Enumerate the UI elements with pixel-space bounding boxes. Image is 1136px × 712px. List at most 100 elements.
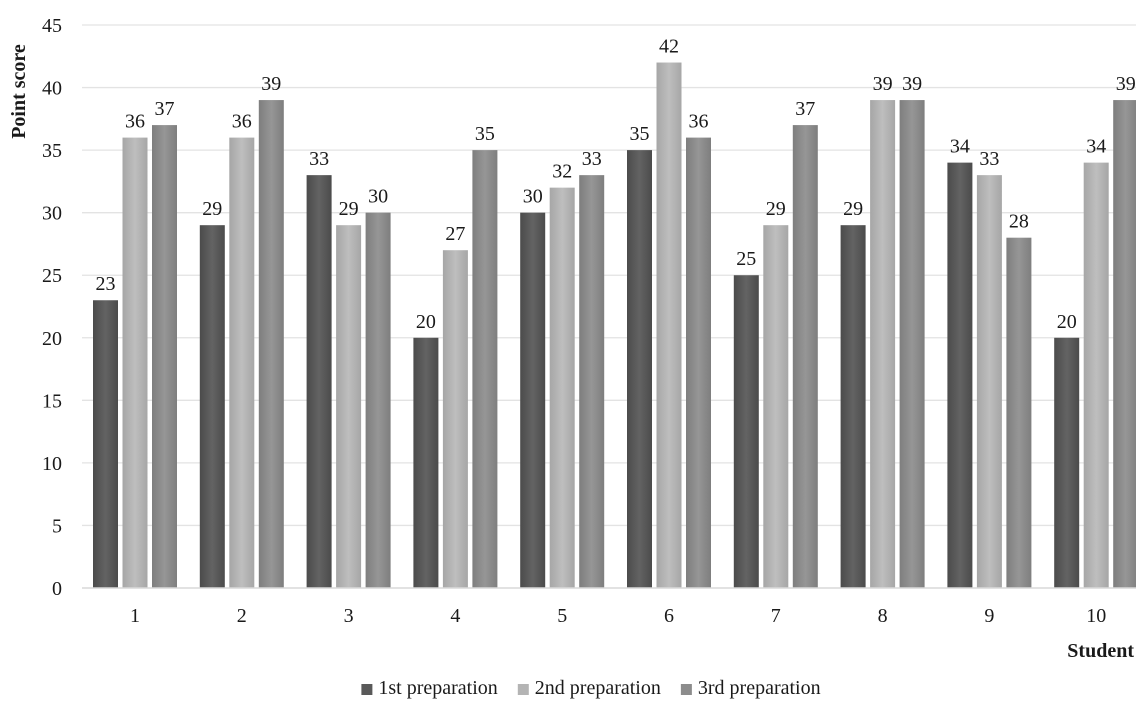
bar <box>122 137 148 588</box>
data-label: 30 <box>523 186 543 208</box>
data-label: 29 <box>202 198 222 220</box>
legend-swatch <box>517 684 529 695</box>
data-label: 39 <box>1116 73 1136 95</box>
legend-item: 3rd preparation <box>680 677 821 699</box>
bar <box>199 225 225 588</box>
y-axis-ticks: 0 5 10 15 20 25 30 35 40 45 <box>42 15 62 600</box>
data-label: 34 <box>1086 136 1106 158</box>
data-label: 29 <box>843 198 863 220</box>
bar <box>627 150 652 588</box>
bar <box>336 225 362 588</box>
x-tick-label: 6 <box>664 605 674 627</box>
bar <box>472 150 498 588</box>
bar <box>442 250 468 588</box>
bar <box>686 137 711 588</box>
x-tick-label: 8 <box>878 605 888 627</box>
legend-item: 1st preparation <box>361 677 498 699</box>
data-label: 30 <box>368 186 388 208</box>
data-label: 39 <box>261 73 281 95</box>
legend-label: 3rd preparation <box>698 677 821 699</box>
bar <box>579 175 605 588</box>
data-label: 37 <box>795 98 815 120</box>
bar <box>93 300 118 588</box>
bar <box>549 187 575 588</box>
bar <box>365 212 391 588</box>
data-label: 32 <box>552 161 572 183</box>
x-tick-label: 10 <box>1086 605 1106 627</box>
x-tick-label: 2 <box>237 605 247 627</box>
bar <box>656 62 682 589</box>
bar <box>947 162 973 588</box>
x-axis-title: Student <box>1067 640 1134 662</box>
x-tick-label: 9 <box>984 605 994 627</box>
y-tick-label: 5 <box>52 515 62 537</box>
bar <box>1054 337 1080 588</box>
y-tick-label: 10 <box>42 453 62 475</box>
y-tick-label: 25 <box>42 265 62 287</box>
y-tick-label: 40 <box>42 78 62 100</box>
data-label: 33 <box>309 148 329 170</box>
data-label: 33 <box>979 148 999 170</box>
gridlines <box>82 24 1136 527</box>
y-axis-title: Point score <box>8 44 30 139</box>
data-labels: 23 36 37 29 36 39 33 29 30 20 27 35 30 32 33 35 42 36 25 29… <box>96 36 1136 333</box>
legend-item: 2nd preparation <box>517 677 661 699</box>
bar <box>792 125 818 588</box>
bar <box>520 212 546 588</box>
data-label: 29 <box>766 198 786 220</box>
data-label: 20 <box>1057 311 1077 333</box>
data-label: 27 <box>445 223 465 245</box>
legend: 1st preparation 2nd preparation 3rd prepar… <box>361 677 821 699</box>
x-tick-label: 7 <box>771 605 781 627</box>
legend-label: 1st preparation <box>378 677 497 699</box>
data-label: 36 <box>689 111 709 133</box>
y-tick-label: 30 <box>42 203 62 225</box>
y-tick-label: 0 <box>52 578 62 600</box>
y-tick-label: 20 <box>42 328 62 350</box>
bar <box>763 225 789 588</box>
bar <box>306 175 332 588</box>
data-label: 37 <box>155 98 175 120</box>
data-label: 35 <box>475 123 495 145</box>
data-label: 36 <box>232 111 252 133</box>
legend-swatch <box>680 684 692 695</box>
bar <box>733 275 759 588</box>
x-tick-label: 3 <box>344 605 354 627</box>
bar <box>840 225 866 588</box>
data-label: 23 <box>96 273 116 295</box>
bar <box>413 337 439 588</box>
data-label: 39 <box>873 73 893 95</box>
data-label: 34 <box>950 136 970 158</box>
bar <box>899 100 925 589</box>
bar <box>152 125 177 588</box>
data-label: 35 <box>630 123 650 145</box>
bar <box>229 137 255 588</box>
data-label: 36 <box>125 111 145 133</box>
data-label: 33 <box>582 148 602 170</box>
x-tick-label: 4 <box>450 605 460 627</box>
y-tick-label: 15 <box>42 390 62 412</box>
data-label: 20 <box>416 311 436 333</box>
legend-swatch <box>361 684 373 695</box>
data-label: 42 <box>659 36 679 58</box>
data-label: 25 <box>736 248 756 270</box>
bar <box>258 100 284 589</box>
x-axis-ticks: 1 2 3 4 5 6 7 8 9 10 <box>130 605 1106 627</box>
bar <box>976 175 1002 588</box>
data-label: 28 <box>1009 211 1029 233</box>
bars <box>93 62 1136 589</box>
bar <box>1113 100 1136 589</box>
bar <box>1006 237 1032 588</box>
legend-label: 2nd preparation <box>535 677 661 699</box>
bar <box>870 100 896 589</box>
y-tick-label: 45 <box>42 15 62 37</box>
y-tick-label: 35 <box>42 140 62 162</box>
data-label: 39 <box>902 73 922 95</box>
bar <box>1083 162 1109 588</box>
x-tick-label: 1 <box>130 605 140 627</box>
data-label: 29 <box>339 198 359 220</box>
x-tick-label: 5 <box>557 605 567 627</box>
